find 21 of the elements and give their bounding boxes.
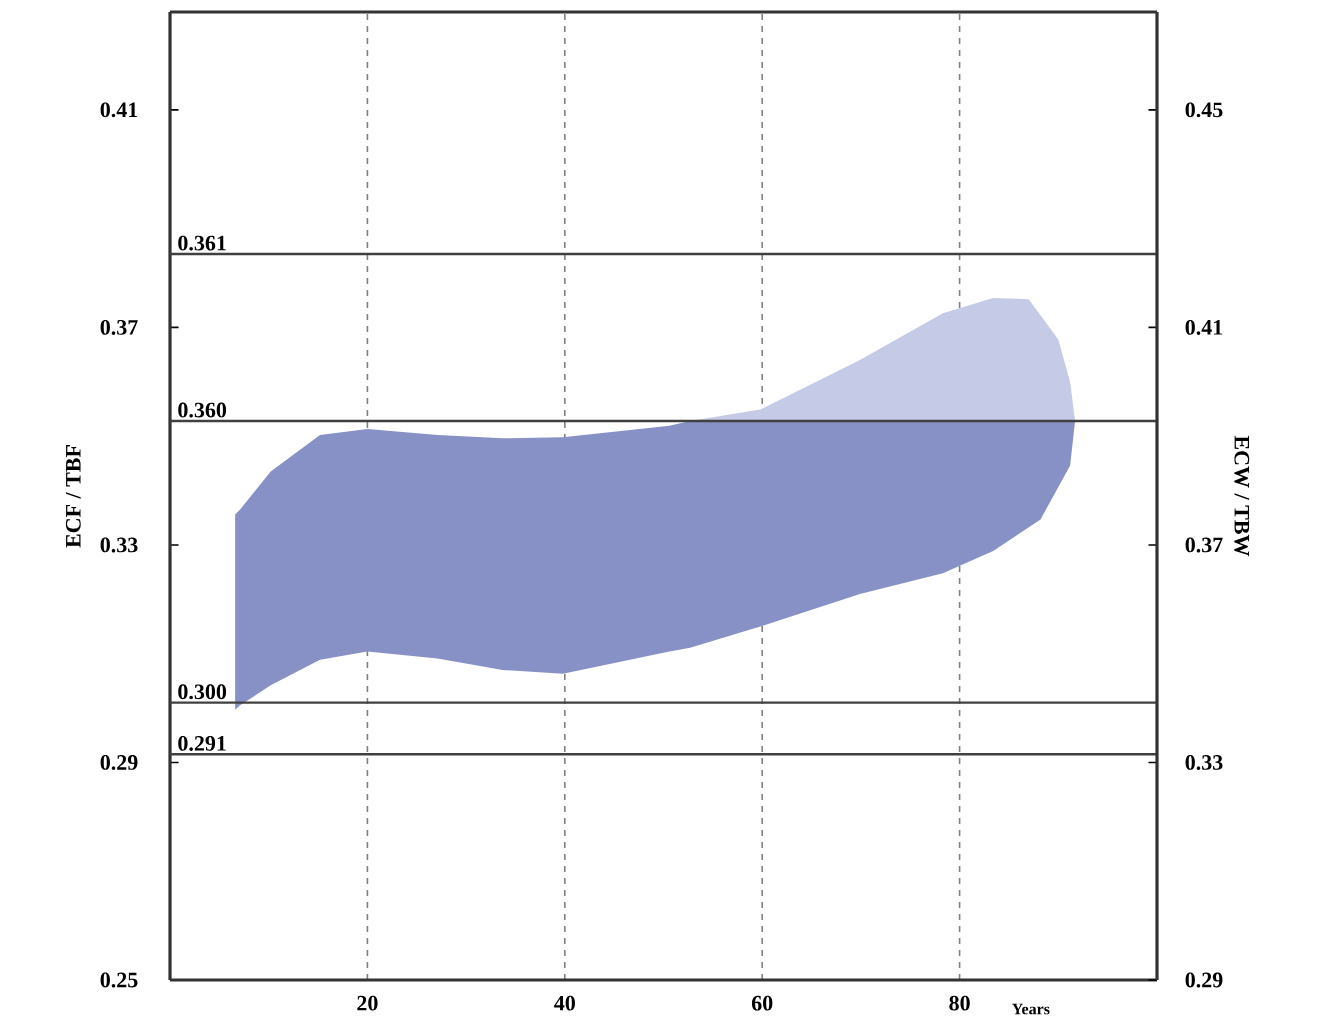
y2-tick-label: 0.41 [1185,319,1223,335]
annotation: 0.360 [178,402,227,418]
y-tick-label: 0.33 [100,537,138,553]
annotation: 0.300 [178,684,227,700]
x-tick-label: 60 [751,995,773,1011]
y2-tick-label: 0.37 [1185,537,1223,553]
annotation: 0.361 [178,235,226,251]
y-tick-label: 0.29 [100,755,138,770]
y2-tick-label: 0.45 [1185,102,1223,118]
x-axis-title: Years [1012,1003,1050,1015]
x-tick-label: 40 [554,995,575,1011]
y-tick-label: 0.41 [100,102,138,118]
y2-axis-title: ECW / TBW [1234,435,1250,557]
y-axis-title: ECF / TBF [65,445,81,548]
x-tick-label: 80 [949,995,970,1011]
x-tick-label: 20 [357,995,378,1011]
y2-tick-label: 0.29 [1185,972,1223,988]
y-tick-label: 0.37 [100,319,138,335]
annotation: 0.291 [178,735,226,751]
y-tick-label: 0.25 [100,972,138,988]
y2-tick-label: 0.33 [1185,755,1223,770]
